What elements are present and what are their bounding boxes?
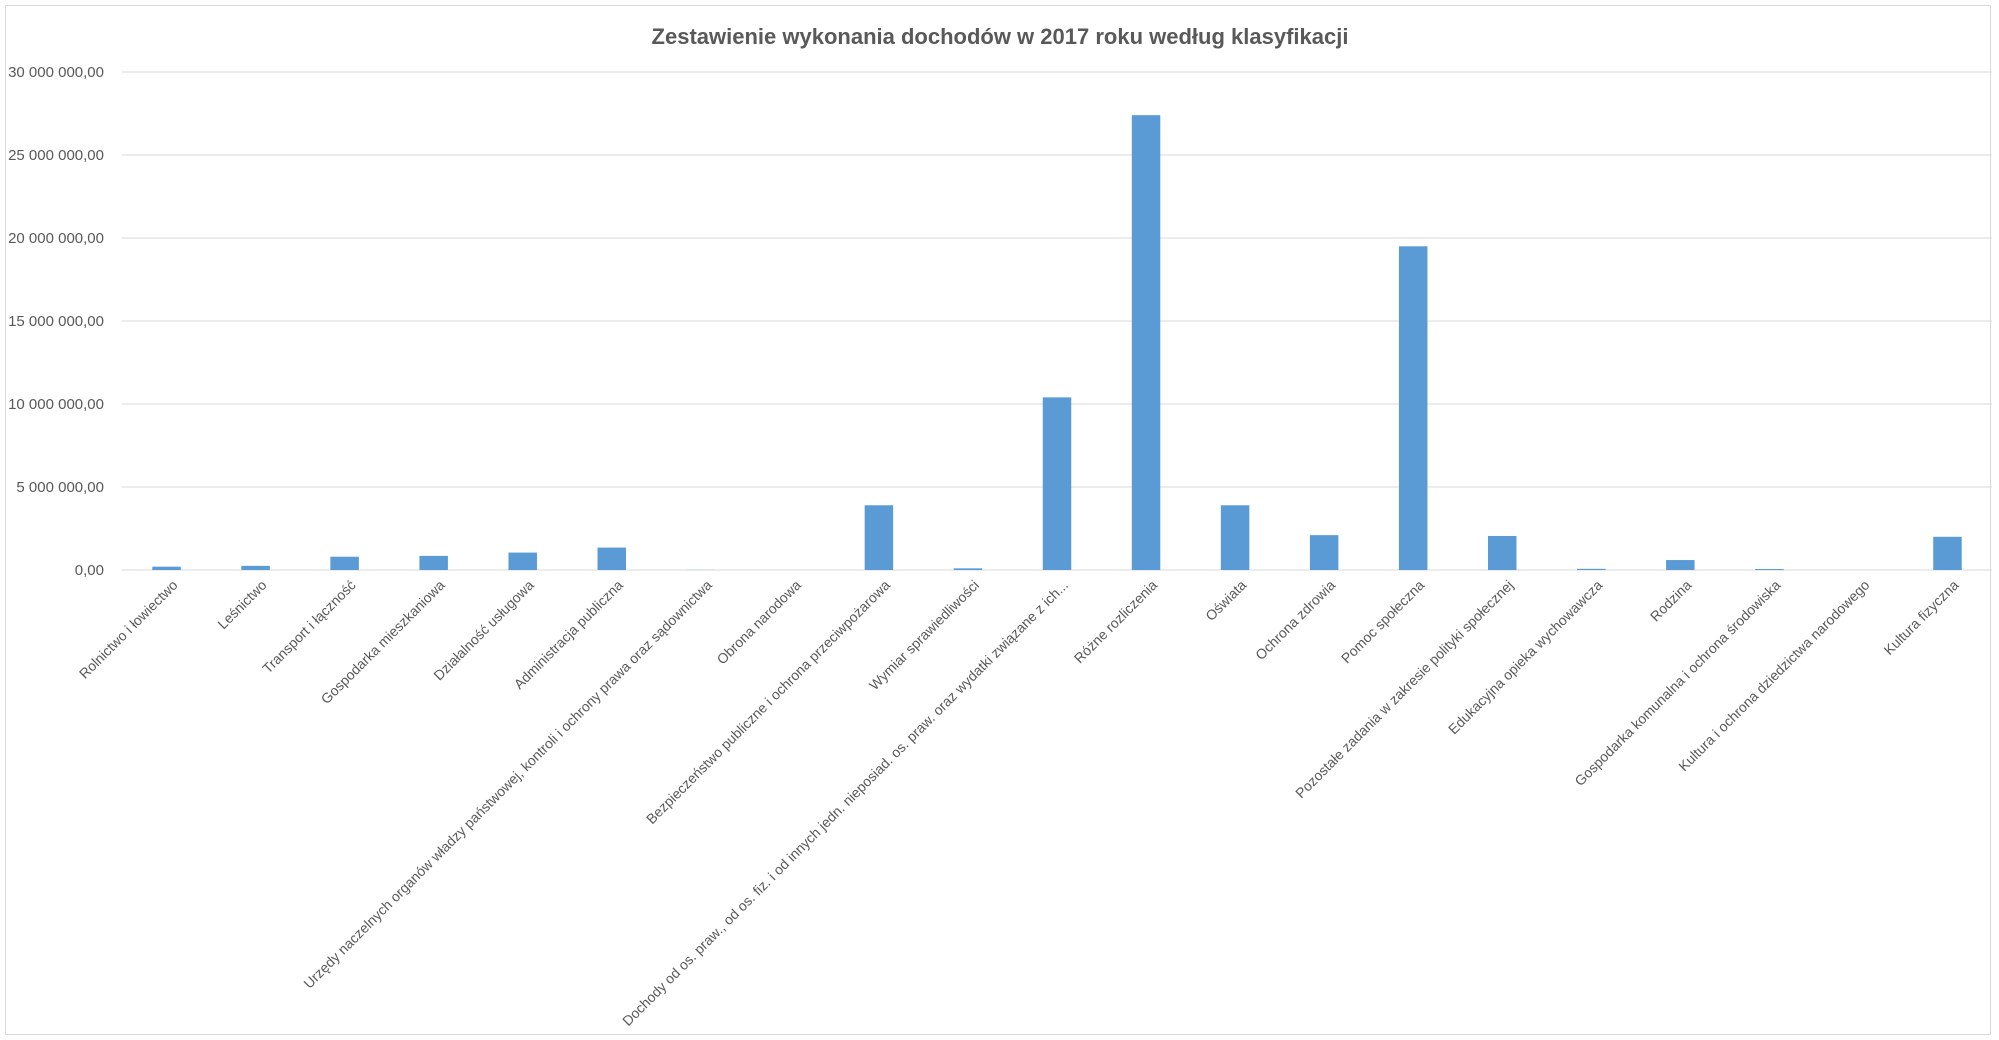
bar <box>1042 397 1072 570</box>
bar <box>241 565 270 570</box>
x-tick-label: Gospodarka komunalna i ochrona środowisk… <box>1571 577 1783 789</box>
chart-area <box>5 5 1991 1035</box>
bar <box>953 568 983 570</box>
x-tick-label: Obrona narodowa <box>713 577 804 668</box>
bar <box>597 547 627 570</box>
bar <box>1755 569 1784 570</box>
x-tick-label: Ochrona zdrowia <box>1252 577 1338 663</box>
bar <box>1131 115 1161 570</box>
x-tick-label: Rodzina <box>1647 577 1695 625</box>
x-tick-label: Rolnictwo i łowiectwo <box>76 577 181 682</box>
bar <box>1487 535 1517 570</box>
x-tick-label: Dochody od os. praw., od os. fiz. i od i… <box>619 577 1071 1029</box>
bar <box>330 556 359 570</box>
bar <box>1666 560 1695 570</box>
y-tick-label: 0,00 <box>75 562 104 579</box>
y-tick-label: 10 000 000,00 <box>8 396 104 413</box>
bar <box>508 552 537 570</box>
x-tick-label: Leśnictwo <box>214 577 269 632</box>
x-tick-label: Kultura fizyczna <box>1880 577 1961 658</box>
y-axis-ticks: 0,00 5 000 000,00 10 000 000,00 15 000 000,… <box>8 64 104 579</box>
x-tick-label: Działalność usługowa <box>430 577 537 684</box>
bar <box>1577 568 1606 570</box>
bar <box>419 555 448 570</box>
x-tick-label: Oświata <box>1202 577 1249 624</box>
x-tick-label: Kultura i ochrona dziedzictwa narodowego <box>1675 577 1872 774</box>
bar <box>1220 505 1250 570</box>
y-tick-label: 15 000 000,00 <box>8 313 104 330</box>
bar <box>1933 536 1962 570</box>
y-tick-label: 30 000 000,00 <box>8 64 104 81</box>
bars <box>152 115 1962 571</box>
x-tick-label: Pomoc społeczna <box>1338 577 1428 667</box>
y-tick-label: 20 000 000,00 <box>8 230 104 247</box>
y-tick-label: 25 000 000,00 <box>8 147 104 164</box>
x-tick-label: Urzędy naczelnych organów władzy państwo… <box>300 577 715 992</box>
bar <box>1398 246 1428 571</box>
x-tick-label: Różne rozliczenia <box>1071 577 1161 667</box>
bar <box>864 505 894 570</box>
bar <box>152 566 181 570</box>
x-tick-label: Transport i łączność <box>259 577 359 677</box>
y-tick-label: 5 000 000,00 <box>16 479 104 496</box>
chart-title: Zestawienie wykonania dochodów w 2017 ro… <box>652 24 1349 49</box>
bar <box>1309 535 1339 570</box>
category-labels: Rolnictwo i łowiectwo LeśnictwoTransport … <box>76 577 1962 1029</box>
x-tick-label: Edukacyjna opieka wychowawcza <box>1445 577 1606 738</box>
